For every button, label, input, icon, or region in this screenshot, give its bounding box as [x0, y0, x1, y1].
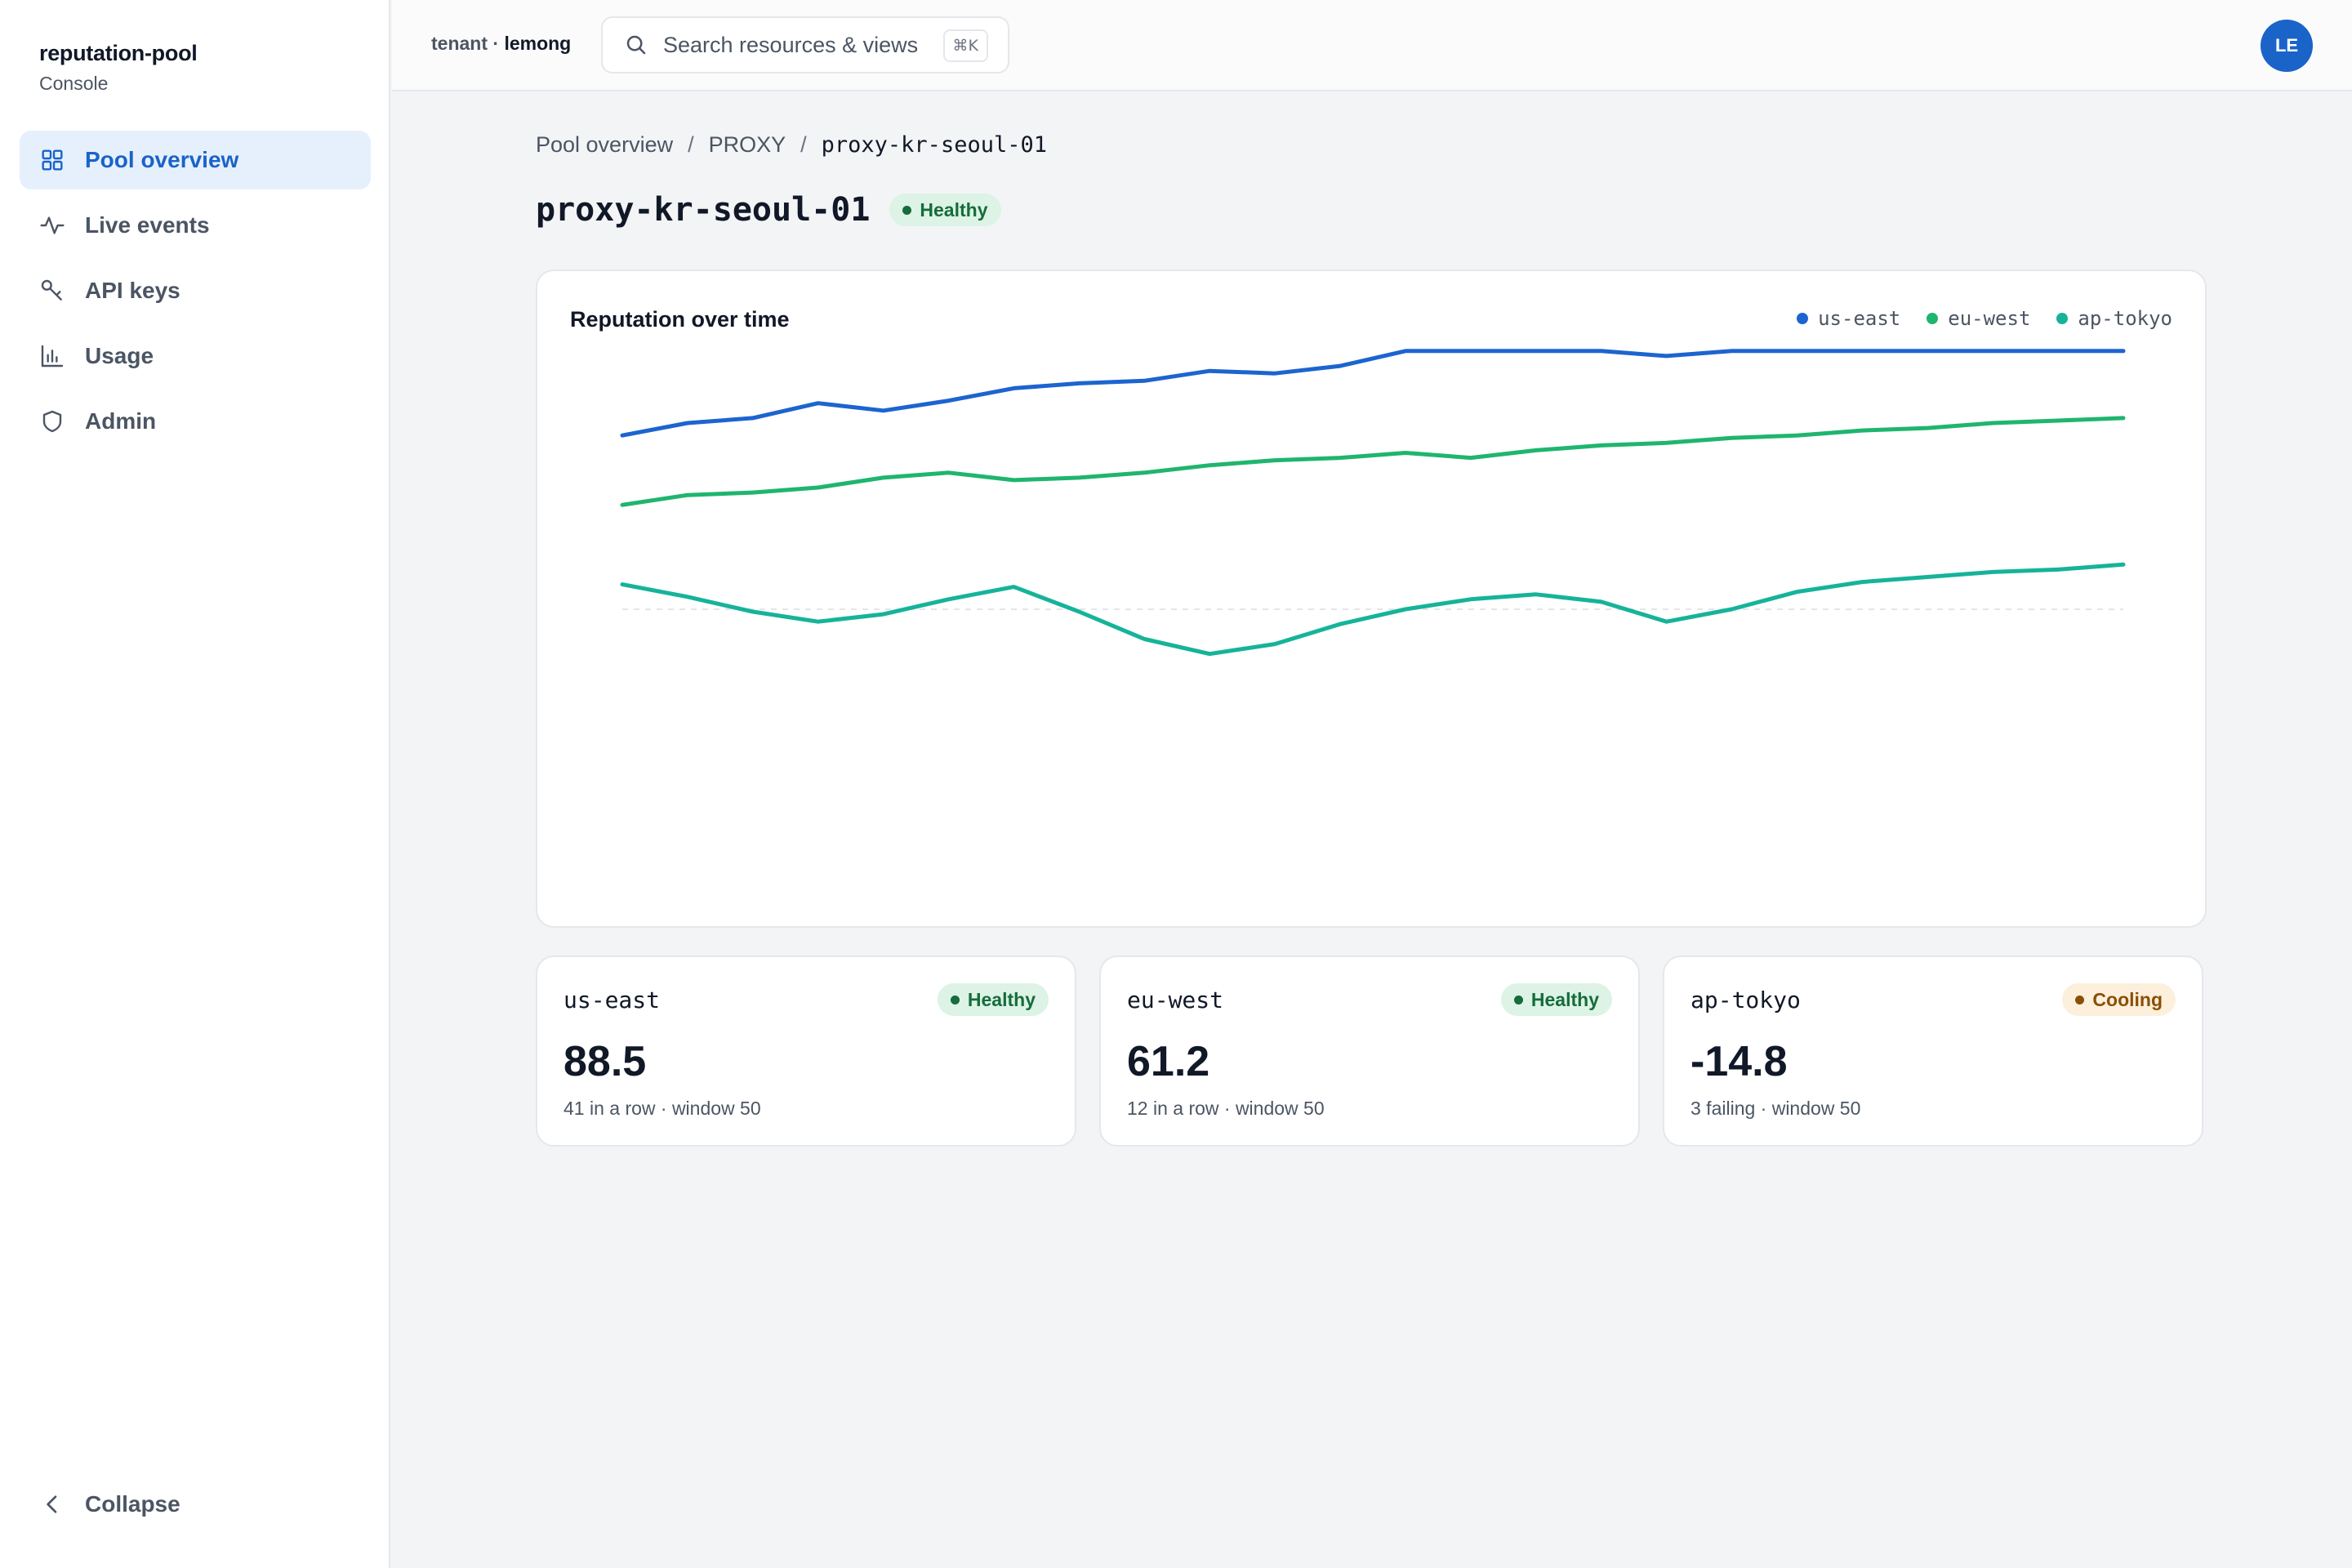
- breadcrumb-separator: /: [800, 132, 807, 157]
- sidebar-item-label: Pool overview: [85, 147, 239, 172]
- sidebar: reputation-pool Console Pool overview: [0, 0, 390, 1568]
- region-score: 88.5: [564, 1038, 647, 1085]
- search-shortcut-badge: ⌘K: [942, 29, 988, 62]
- key-icon: [39, 278, 65, 304]
- sidebar-item-admin[interactable]: Admin: [20, 392, 371, 451]
- legend-label: eu-west: [1948, 307, 2031, 330]
- status-badge: Cooling: [2062, 983, 2176, 1016]
- series-line-ap-tokyo: [620, 562, 2126, 657]
- search-input[interactable]: [663, 32, 933, 58]
- breadcrumb-pool-overview[interactable]: Pool overview: [536, 132, 674, 157]
- legend-label: ap-tokyo: [2078, 307, 2172, 330]
- chevron-left-icon: [39, 1491, 65, 1517]
- title-row: proxy-kr-seoul-01 Healthy: [536, 191, 1001, 229]
- region-card-us-east[interactable]: us-east Healthy 88.5 41 in a row · windo…: [536, 956, 1076, 1147]
- status-badge: Healthy: [889, 194, 1001, 226]
- status-dot: [902, 205, 912, 215]
- brand-subtitle: Console: [39, 73, 109, 94]
- activity-icon: [39, 212, 65, 238]
- sidebar-item-live-events[interactable]: Live events: [20, 196, 371, 255]
- status-dot: [2075, 995, 2085, 1004]
- status-badge: Healthy: [937, 983, 1049, 1016]
- legend-item-ap-tokyo: ap-tokyo: [2056, 307, 2172, 330]
- brand: reputation-pool Console: [39, 41, 198, 95]
- region-score: -14.8: [1690, 1038, 1788, 1085]
- series-line-us-east: [620, 349, 2126, 438]
- region-detail: 41 in a row · window 50: [564, 1098, 761, 1119]
- sidebar-item-label: Usage: [85, 343, 154, 368]
- topbar: tenant · lemong ⌘K LE: [392, 0, 2352, 91]
- breadcrumb-proxy[interactable]: PROXY: [708, 132, 786, 157]
- region-detail: 3 failing · window 50: [1690, 1098, 1861, 1119]
- legend-item-us-east: us-east: [1797, 307, 1900, 330]
- bar-chart-icon: [39, 343, 65, 369]
- sidebar-item-usage[interactable]: Usage: [20, 327, 371, 385]
- region-card-ap-tokyo[interactable]: ap-tokyo Cooling -14.8 3 failing · windo…: [1663, 956, 2203, 1147]
- sidebar-item-label: API keys: [85, 278, 180, 303]
- tenant-name: lemong: [504, 33, 572, 54]
- status-badge: Healthy: [1500, 983, 1612, 1016]
- sidebar-item-pool-overview[interactable]: Pool overview: [20, 131, 371, 189]
- region-detail: 12 in a row · window 50: [1127, 1098, 1325, 1119]
- breadcrumb: Pool overview / PROXY / proxy-kr-seoul-0…: [536, 132, 1047, 158]
- status-dot: [1513, 995, 1523, 1004]
- breadcrumb-current: proxy-kr-seoul-01: [821, 132, 1047, 158]
- breadcrumb-separator: /: [688, 132, 694, 157]
- page-title: proxy-kr-seoul-01: [536, 191, 871, 229]
- brand-name: reputation-pool: [39, 41, 198, 65]
- legend-label: us-east: [1818, 307, 1901, 330]
- sidebar-nav: Pool overview Live events API keys: [20, 131, 371, 457]
- sidebar-item-label: Live events: [85, 212, 210, 238]
- region-name: eu-west: [1127, 987, 1224, 1013]
- tenant-prefix: tenant ·: [431, 33, 505, 54]
- reputation-chart-card: Reputation over time us-east eu-west ap-…: [536, 270, 2207, 928]
- status-badge-label: Cooling: [2092, 988, 2163, 1010]
- tenant-label: tenant · lemong: [431, 33, 571, 55]
- grid-icon: [39, 147, 65, 173]
- reputation-chart: [620, 349, 2126, 657]
- legend-swatch-ap-tokyo: [2056, 313, 2069, 324]
- collapse-label: Collapse: [85, 1491, 180, 1517]
- collapse-button[interactable]: Collapse: [39, 1491, 180, 1517]
- legend-swatch-us-east: [1797, 313, 1809, 324]
- status-dot: [950, 995, 960, 1004]
- region-name: ap-tokyo: [1690, 987, 1801, 1013]
- sidebar-item-api-keys[interactable]: API keys: [20, 261, 371, 320]
- search-box[interactable]: ⌘K: [601, 16, 1009, 74]
- shield-icon: [39, 408, 65, 434]
- legend-item-eu-west: eu-west: [1927, 307, 2030, 330]
- region-cards: us-east Healthy 88.5 41 in a row · windo…: [536, 956, 2207, 1147]
- region-name: us-east: [564, 987, 661, 1013]
- chart-legend: us-east eu-west ap-tokyo: [1771, 307, 2172, 330]
- series-line-eu-west: [620, 416, 2126, 507]
- legend-swatch-eu-west: [1927, 313, 1939, 324]
- avatar[interactable]: LE: [2261, 20, 2313, 72]
- sidebar-item-label: Admin: [85, 408, 157, 434]
- status-badge-label: Healthy: [967, 988, 1036, 1010]
- chart-title: Reputation over time: [570, 307, 790, 332]
- status-badge-label: Healthy: [1530, 988, 1599, 1010]
- region-score: 61.2: [1127, 1038, 1210, 1085]
- region-card-eu-west[interactable]: eu-west Healthy 61.2 12 in a row · windo…: [1099, 956, 1640, 1147]
- search-icon: [626, 35, 646, 55]
- status-badge-label: Healthy: [920, 198, 988, 220]
